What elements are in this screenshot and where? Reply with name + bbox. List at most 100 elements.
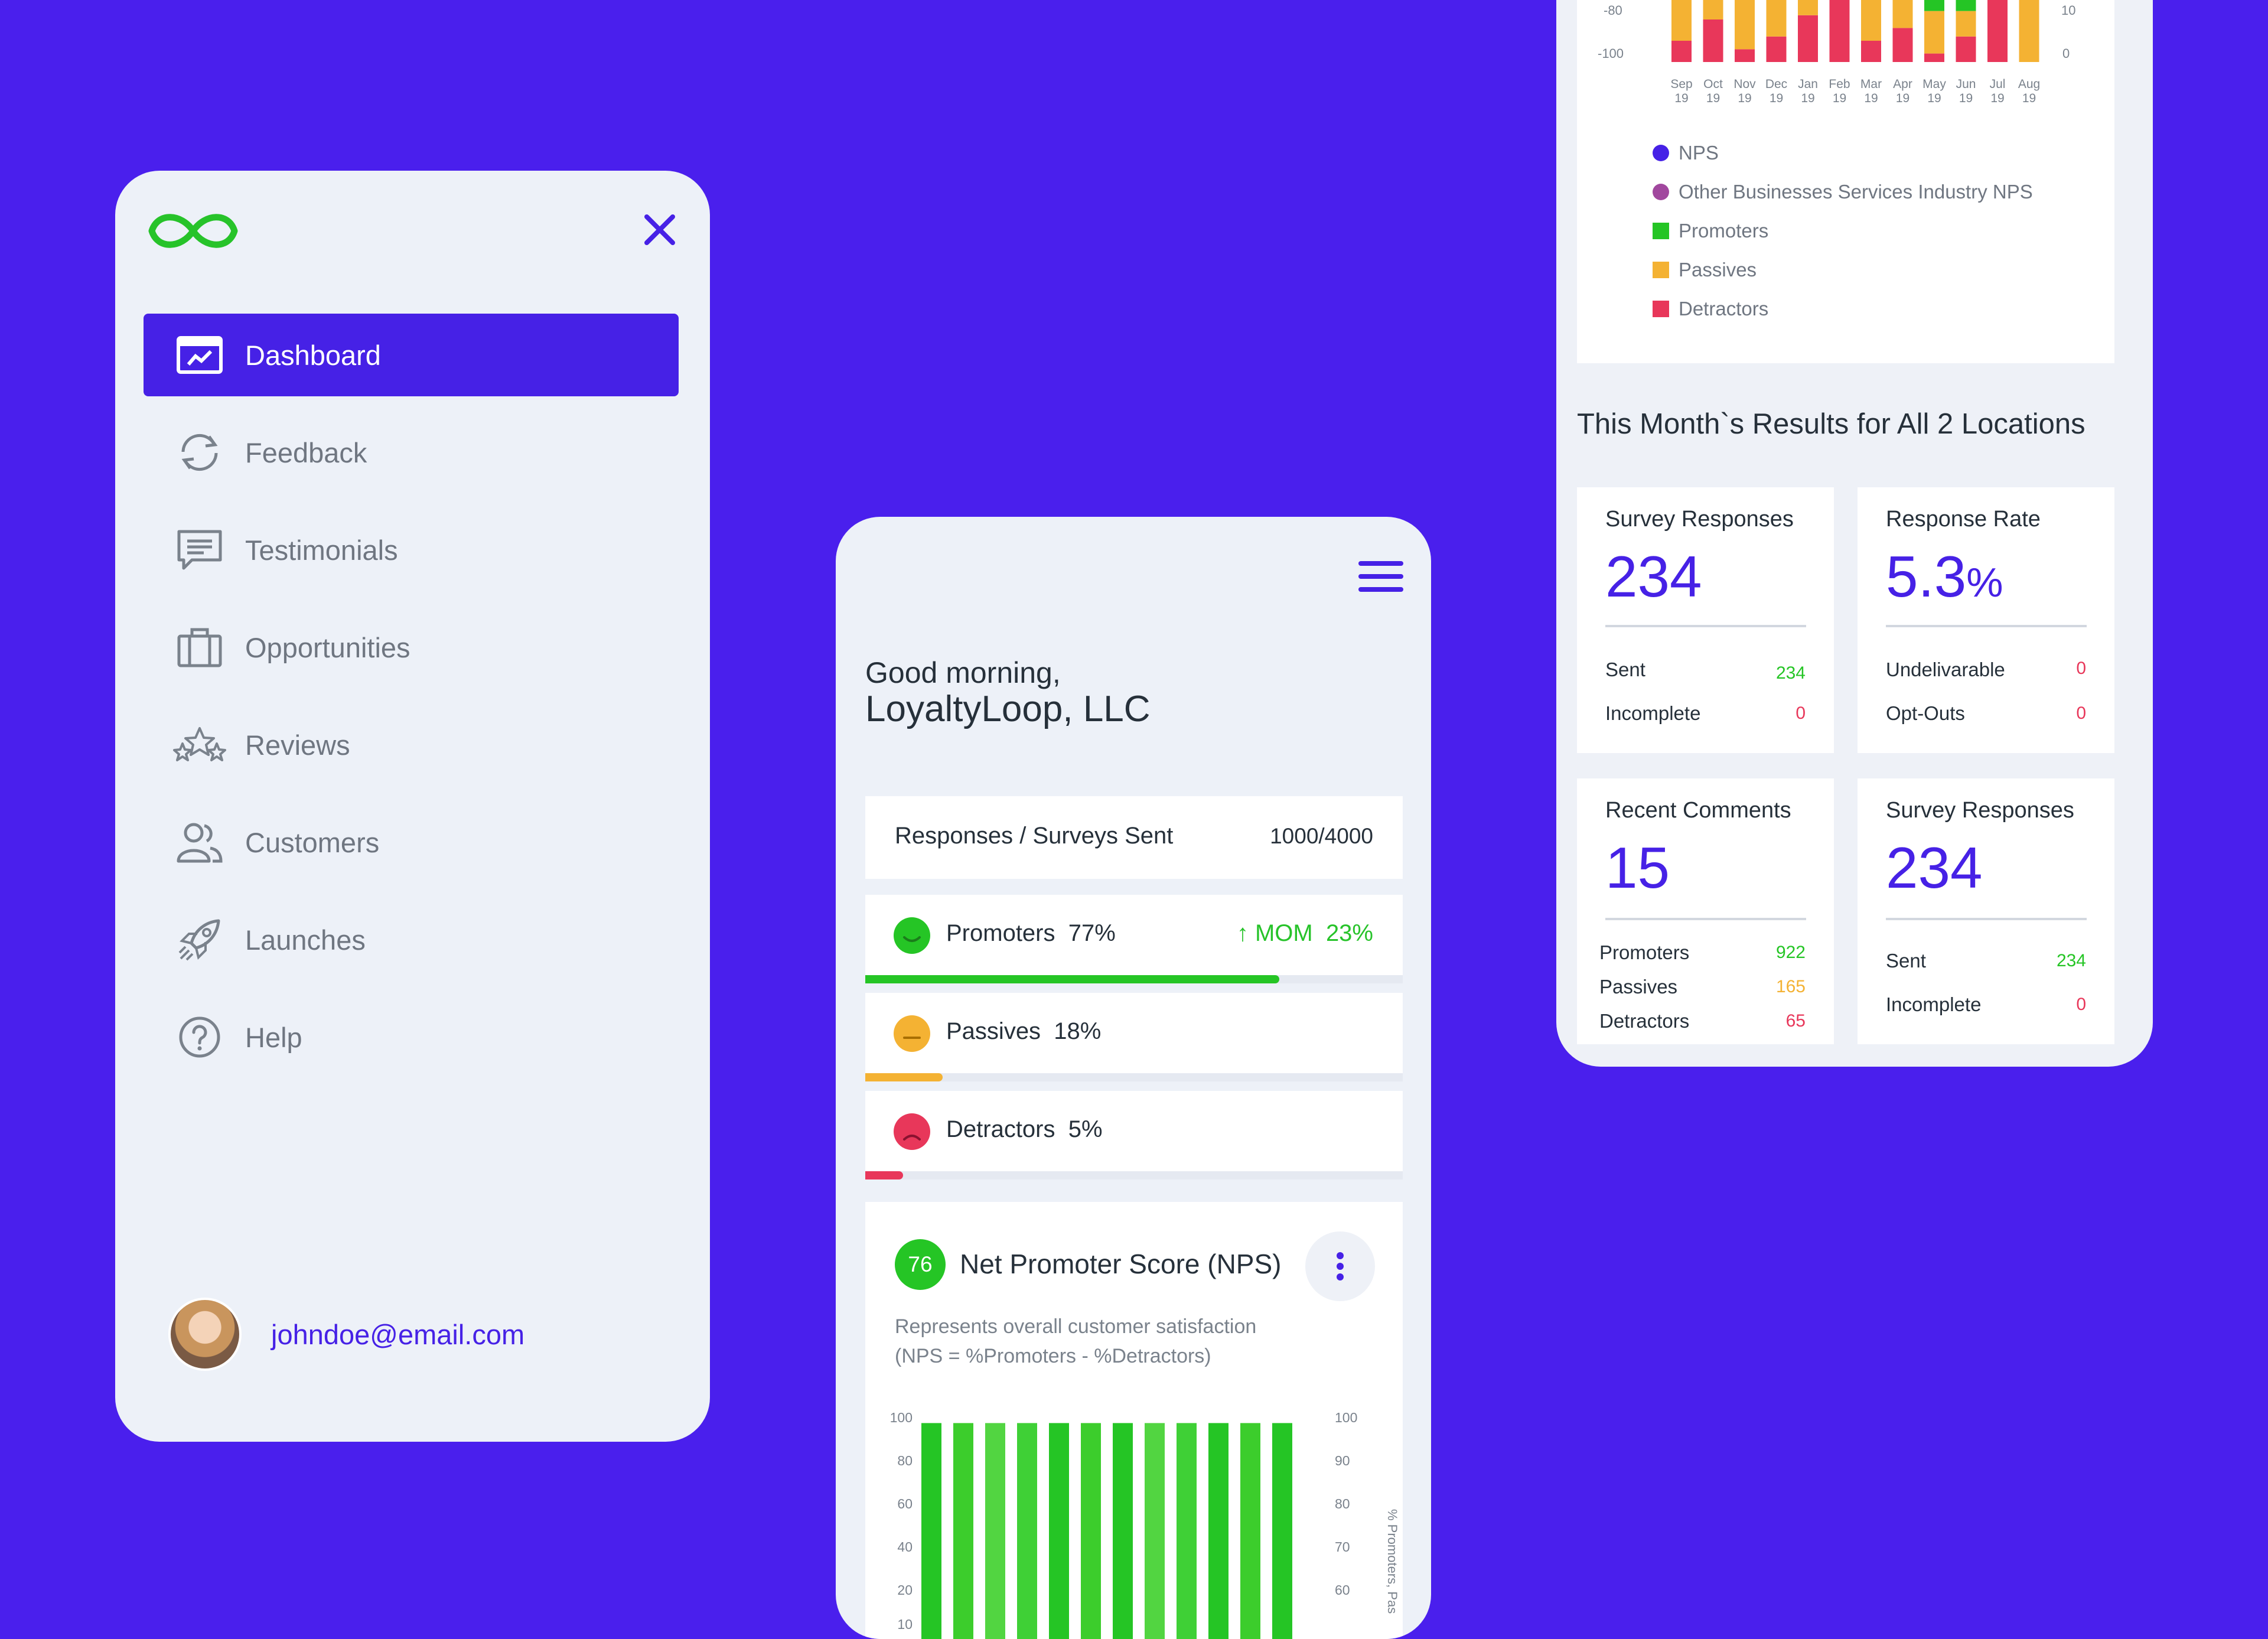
bar-detractors	[1924, 53, 1944, 62]
stat-row-value: 234	[1775, 663, 1806, 683]
bar-promoters	[1956, 0, 1976, 11]
stat-card-survey-responses[interactable]: Survey Responses 234 Sent 234 Incomplete…	[1577, 487, 1834, 753]
square-marker-icon	[1653, 223, 1669, 239]
sidebar-item-dashboard[interactable]: Dashboard	[144, 314, 679, 396]
sidebar-item-label: Reviews	[245, 729, 350, 761]
detractors-label: Detractors 5%	[946, 1116, 1103, 1142]
bar-passives	[1892, 0, 1913, 28]
dashboard-icon	[173, 328, 226, 382]
x-tick-label: Jul	[1990, 77, 2006, 91]
stat-title: Survey Responses	[1886, 798, 2074, 823]
bar-passives	[1924, 11, 1944, 54]
stat-row-value: 65	[1785, 1011, 1806, 1031]
sidebar-item-reviews[interactable]: Reviews	[144, 703, 679, 786]
nps-bar-chart: 100 80 60 40 20 10 100 90 80 70 60 % Promoters, Pas	[890, 1410, 1400, 1639]
sidebar-item-label: Launches	[245, 924, 366, 956]
mom-indicator: ↑ MOM 23%	[1236, 920, 1373, 946]
circle-marker-icon	[1653, 184, 1669, 200]
legend-promoters: Promoters	[1653, 220, 1768, 242]
close-icon[interactable]	[641, 211, 679, 249]
x-tick-label: 19	[1833, 92, 1846, 105]
legend-detractors: Detractors	[1653, 298, 1768, 320]
x-tick-label: Oct	[1703, 77, 1723, 91]
y-tick-left: 20	[897, 1582, 913, 1598]
arrow-up-icon: ↑	[1236, 920, 1249, 946]
sidebar-item-label: Testimonials	[245, 534, 398, 566]
bar-passives	[1735, 0, 1755, 50]
stat-card-recent-comments[interactable]: Recent Comments 15 Promoters 922 Passive…	[1577, 778, 1834, 1044]
promoters-progress-bar	[865, 975, 1279, 983]
sidebar-item-opportunities[interactable]: Opportunities	[144, 606, 679, 689]
nps-bar	[921, 1423, 941, 1639]
passives-label: Passives 18%	[946, 1018, 1102, 1044]
stat-row-value: 165	[1775, 977, 1806, 996]
y-tick-left: 100	[890, 1410, 913, 1425]
y-tick-left: 10	[897, 1617, 913, 1632]
rocket-icon	[173, 913, 226, 966]
legend-nps: NPS	[1653, 142, 1719, 164]
nps-bar	[953, 1423, 973, 1639]
infinity-logo-icon[interactable]	[145, 206, 242, 256]
nps-bar	[1113, 1423, 1133, 1639]
stat-row-value: 0	[2076, 995, 2086, 1014]
more-vertical-icon	[1337, 1252, 1344, 1280]
user-profile[interactable]: johndoe@email.com	[168, 1298, 524, 1371]
feedback-icon	[173, 426, 226, 479]
divider	[1605, 625, 1806, 627]
stat-card-survey-responses-2[interactable]: Survey Responses 234 Sent 234 Incomplete…	[1858, 778, 2114, 1044]
sidebar-item-label: Feedback	[245, 436, 367, 468]
bar-detractors	[1703, 19, 1723, 62]
square-marker-icon	[1653, 262, 1669, 278]
responses-card: Responses / Surveys Sent 1000/4000	[865, 796, 1403, 879]
nps-score-badge: 76	[895, 1239, 946, 1290]
y-tick-left: 60	[897, 1496, 913, 1511]
sidebar-item-help[interactable]: Help	[144, 996, 679, 1078]
x-tick-label: Jun	[1956, 77, 1976, 91]
hamburger-menu-icon[interactable]	[1358, 561, 1403, 597]
trend-chart-card: -80 -100 10 0 Sep 19 Oct 19 Nov 19 Dec 19 Jan 19 Feb 19…	[1577, 0, 2114, 363]
stat-card-response-rate[interactable]: Response Rate 5.3% Undelivarable 0 Opt-O…	[1858, 487, 2114, 753]
sidebar-item-feedback[interactable]: Feedback	[144, 411, 679, 494]
bar-detractors	[1861, 41, 1881, 62]
passives-pct: 18%	[1054, 1018, 1102, 1044]
bar-detractors	[1956, 36, 1976, 62]
more-options-button[interactable]	[1305, 1231, 1375, 1301]
x-tick-label: 19	[2022, 92, 2036, 105]
sidebar-item-launches[interactable]: Launches	[144, 898, 679, 981]
nps-bar	[1177, 1423, 1197, 1639]
legend-industry-nps: Other Businesses Services Industry NPS	[1653, 181, 2033, 203]
passives-row[interactable]: Passives 18%	[865, 993, 1403, 1081]
stat-row-value: 0	[1795, 703, 1806, 723]
x-tick-label: 19	[1927, 92, 1941, 105]
promoters-row[interactable]: Promoters 77% ↑ MOM 23%	[865, 895, 1403, 983]
stat-title: Response Rate	[1886, 507, 2041, 532]
x-tick-label: 19	[1896, 92, 1909, 105]
stat-row-label: Promoters	[1599, 941, 1690, 963]
sidebar-item-label: Customers	[245, 826, 380, 858]
nps-bar	[1049, 1423, 1069, 1639]
y-tick-right: 10	[2061, 3, 2075, 18]
y-tick-left: -100	[1598, 46, 1624, 61]
y-tick-left: 80	[897, 1453, 913, 1468]
user-email[interactable]: johndoe@email.com	[271, 1318, 525, 1350]
divider	[1886, 918, 2087, 920]
bar-detractors	[1892, 28, 1913, 62]
bar-detractors	[1829, 0, 1850, 62]
detractors-row[interactable]: Detractors 5%	[865, 1091, 1403, 1179]
stat-row-label: Passives	[1599, 976, 1678, 998]
y-tick-right: 0	[2062, 46, 2070, 61]
sidebar-item-testimonials[interactable]: Testimonials	[144, 509, 679, 591]
stat-value: 15	[1605, 835, 1670, 900]
stat-value: 234	[1605, 544, 1702, 609]
x-tick-label: 19	[1959, 92, 1973, 105]
briefcase-icon	[173, 621, 226, 674]
avatar[interactable]	[168, 1298, 242, 1371]
testimonials-icon	[173, 523, 226, 576]
y-tick-right: 90	[1335, 1453, 1350, 1468]
sidebar-item-customers[interactable]: Customers	[144, 801, 679, 884]
nps-bar	[1081, 1423, 1101, 1639]
stat-row-label: Sent	[1886, 950, 1926, 972]
x-tick-label: Mar	[1860, 77, 1882, 91]
bar-detractors	[1735, 49, 1755, 62]
x-tick-label: Jan	[1798, 77, 1818, 91]
